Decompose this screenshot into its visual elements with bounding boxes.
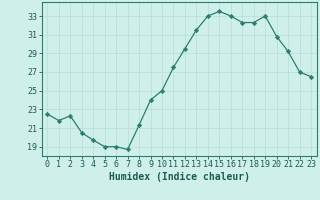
X-axis label: Humidex (Indice chaleur): Humidex (Indice chaleur)	[109, 172, 250, 182]
